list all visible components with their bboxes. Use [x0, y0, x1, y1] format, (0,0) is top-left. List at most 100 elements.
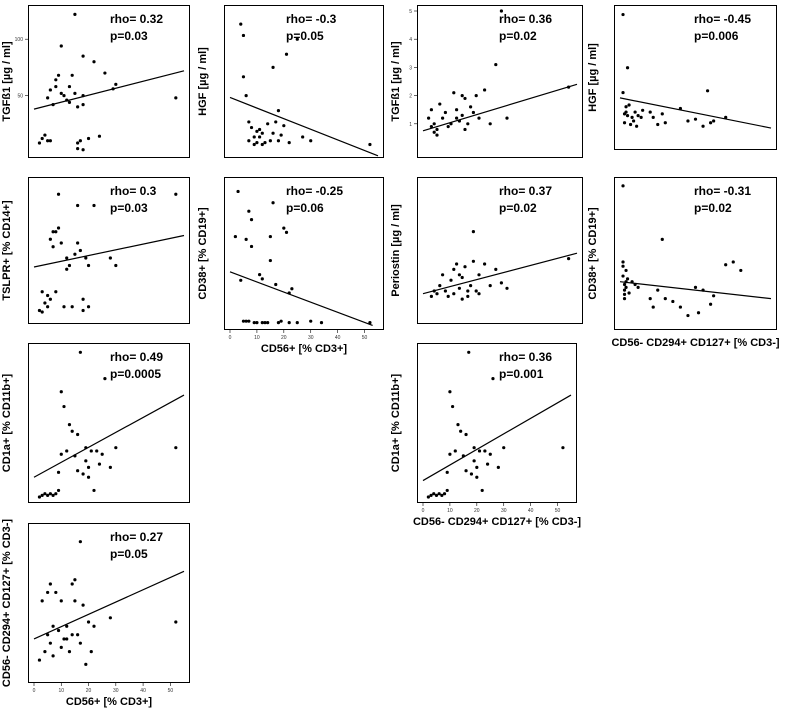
data-point	[660, 237, 664, 241]
data-point	[54, 492, 58, 496]
regression-line	[229, 271, 373, 326]
data-point	[636, 285, 640, 289]
data-point	[81, 472, 85, 476]
data-point	[622, 297, 627, 301]
data-point	[453, 449, 457, 453]
data-point	[65, 637, 69, 641]
data-point	[739, 268, 743, 273]
data-point	[76, 633, 80, 637]
data-point	[488, 122, 492, 126]
p-value: p=0.006	[694, 29, 739, 43]
data-point	[260, 131, 264, 135]
data-point	[446, 125, 450, 129]
data-point	[258, 135, 262, 139]
data-point	[271, 65, 275, 69]
data-point	[427, 116, 431, 120]
data-point	[81, 94, 85, 98]
data-point	[686, 313, 690, 318]
data-point	[65, 267, 69, 271]
data-point	[67, 84, 72, 89]
data-point	[48, 582, 52, 586]
data-point	[73, 599, 77, 603]
data-point	[460, 275, 464, 280]
rho-value: rho= -0.25	[286, 184, 343, 198]
rho-value: rho= -0.45	[694, 12, 751, 26]
data-point	[92, 624, 96, 628]
data-point	[435, 292, 439, 296]
data-point	[268, 258, 272, 263]
rho-value: rho= 0.36	[499, 12, 552, 26]
data-point	[86, 263, 91, 268]
data-point	[81, 603, 85, 607]
data-point	[247, 209, 251, 213]
data-point	[368, 320, 372, 325]
x-tick-label: 20	[474, 508, 480, 514]
data-point	[474, 289, 478, 293]
data-point	[78, 641, 82, 645]
data-point	[705, 89, 710, 93]
data-point	[258, 273, 262, 277]
data-point	[432, 492, 436, 496]
data-point	[466, 122, 470, 126]
data-point	[621, 184, 625, 188]
data-point	[76, 147, 80, 151]
data-point	[51, 230, 55, 234]
data-point	[51, 654, 55, 658]
data-point	[625, 66, 630, 70]
data-point	[43, 133, 47, 137]
data-point	[59, 91, 63, 95]
data-point	[663, 121, 667, 125]
data-point	[46, 139, 50, 143]
data-point	[636, 114, 640, 118]
data-point	[84, 662, 88, 666]
data-point	[561, 446, 565, 450]
p-value: p=0.03	[110, 201, 148, 215]
regression-line	[422, 83, 578, 132]
data-point	[693, 285, 698, 289]
data-point	[499, 281, 503, 285]
data-point	[244, 319, 248, 323]
data-point	[249, 218, 254, 222]
data-point	[59, 241, 63, 245]
data-point	[70, 305, 74, 309]
data-point	[567, 85, 571, 89]
data-point	[282, 124, 286, 128]
data-point	[443, 110, 447, 115]
data-point	[236, 189, 240, 194]
data-point	[274, 120, 278, 124]
regression-line	[33, 234, 185, 268]
data-point	[65, 98, 69, 102]
data-point	[440, 493, 444, 497]
scatter-panel-p11: 0 10 20 30 40 50 rho= 0.27 p=0.05 CD56- CD294+ C…	[1, 519, 190, 708]
data-point	[284, 52, 289, 56]
data-point	[247, 139, 251, 143]
data-point	[432, 289, 436, 293]
x-tick-label: 0	[33, 688, 36, 694]
data-point	[86, 136, 91, 141]
data-point	[276, 320, 281, 325]
data-point	[460, 113, 464, 117]
data-point	[84, 459, 88, 463]
data-point	[260, 277, 264, 281]
p-value: p=0.02	[499, 29, 537, 43]
data-point	[97, 462, 102, 466]
data-point	[449, 122, 453, 126]
scatter-panel-p8: rho= -0.31 p=0.02 CD38+ [% CD19+] CD56- CD2…	[587, 177, 780, 349]
data-point	[624, 285, 628, 289]
data-point	[491, 377, 495, 381]
data-point	[59, 390, 63, 394]
data-point	[73, 578, 77, 582]
data-point	[56, 226, 61, 230]
data-point	[84, 446, 88, 450]
data-point	[255, 129, 259, 133]
data-point	[631, 119, 636, 123]
scatter-panel-p1: 50 100 rho= 0.32 p=0.03 TGFß1 [µg / ml]	[1, 5, 190, 158]
y-axis-label: TGFß1 [µg / ml]	[390, 41, 402, 122]
data-point	[701, 124, 705, 128]
data-point	[174, 620, 178, 624]
data-point	[244, 94, 248, 98]
data-point	[241, 75, 246, 79]
y-axis-label: CD1a+ [% CD11b+]	[1, 373, 13, 472]
data-point	[62, 305, 66, 309]
data-point	[279, 319, 283, 323]
